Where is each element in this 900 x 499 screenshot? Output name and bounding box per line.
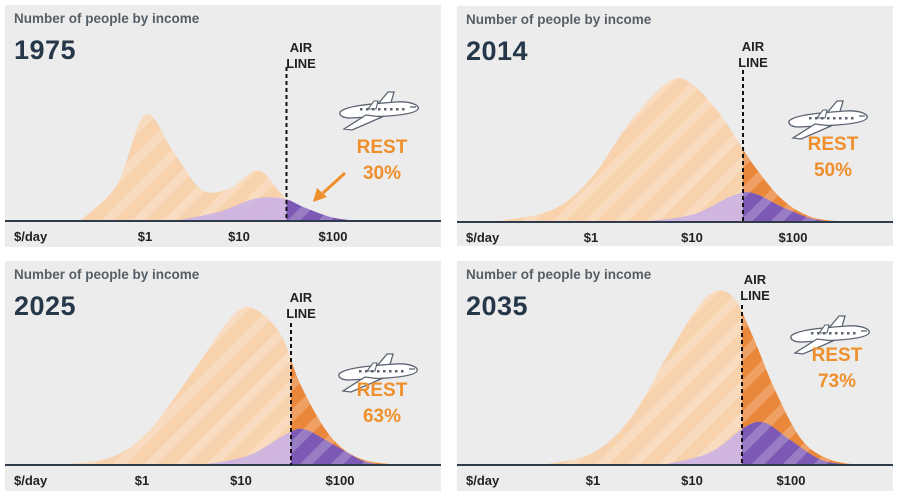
chart-panel-2035: $/day $1 $10 $100 Number of people by incom…: [457, 261, 893, 491]
x-tick-label: $100: [326, 473, 355, 488]
year-label: 1975: [14, 35, 77, 65]
airplane-icon: [790, 315, 870, 355]
airplane-icon: [788, 100, 868, 140]
rest-label: REST 50%: [807, 134, 859, 181]
chart-title: Number of people by income: [466, 267, 652, 282]
income-distribution-chart: $/day $1 $10 $100: [5, 306, 441, 488]
income-distribution-chart: $/day $1 $10 $100: [5, 67, 441, 244]
stripe-overlay: [79, 113, 362, 221]
flying-stripe-overlay: [286, 199, 362, 221]
airplane-icon: [338, 353, 418, 393]
flying-stripe-overlay: [742, 421, 851, 465]
airline-label: AIR LINE: [286, 40, 316, 71]
flying-stripe-overlay: [291, 428, 394, 465]
x-tick-label: $100: [319, 229, 348, 244]
airline-label: AIR LINE: [738, 39, 768, 70]
airline-label: AIR LINE: [286, 290, 316, 321]
x-tick-label: $10: [230, 473, 252, 488]
x-axis-label: $/day: [466, 473, 500, 488]
rest-label: REST 73%: [811, 345, 863, 392]
chart-title: Number of people by income: [466, 12, 652, 27]
x-tick-label: $1: [138, 229, 152, 244]
x-tick-label: $100: [779, 230, 808, 245]
x-axis-label: $/day: [14, 473, 48, 488]
chart-panel-2014: $/day $1 $10 $100 Number of people by incom…: [457, 6, 893, 246]
income-distribution-chart: $/day $1 $10 $100: [457, 290, 893, 488]
x-tick-label: $1: [584, 230, 598, 245]
chart-title: Number of people by income: [14, 267, 200, 282]
x-tick-label: $1: [135, 473, 149, 488]
chart-panel-2025: $/day $1 $10 $100 Number of people by incom…: [5, 261, 441, 491]
rest-label: REST 30%: [356, 137, 408, 184]
x-axis-label: $/day: [466, 230, 500, 245]
year-label: 2025: [14, 291, 77, 321]
flying-stripe-overlay: [743, 192, 842, 222]
x-axis-label: $/day: [14, 229, 48, 244]
x-tick-label: $10: [228, 229, 250, 244]
chart-panel-1975: $/day $1 $10 $100 Number of people by incom…: [5, 5, 441, 247]
airplane-icon: [339, 91, 419, 131]
x-tick-label: $100: [777, 473, 806, 488]
x-tick-label: $10: [681, 473, 703, 488]
x-tick-label: $10: [681, 230, 703, 245]
airline-label: AIR LINE: [740, 272, 770, 303]
year-label: 2035: [466, 291, 529, 321]
rest-label: REST 63%: [356, 380, 408, 427]
year-label: 2014: [466, 36, 529, 66]
x-tick-label: $1: [586, 473, 600, 488]
income-distribution-chart: $/day $1 $10 $100: [457, 70, 893, 245]
chart-title: Number of people by income: [14, 11, 200, 26]
arrow-icon: [313, 171, 347, 202]
